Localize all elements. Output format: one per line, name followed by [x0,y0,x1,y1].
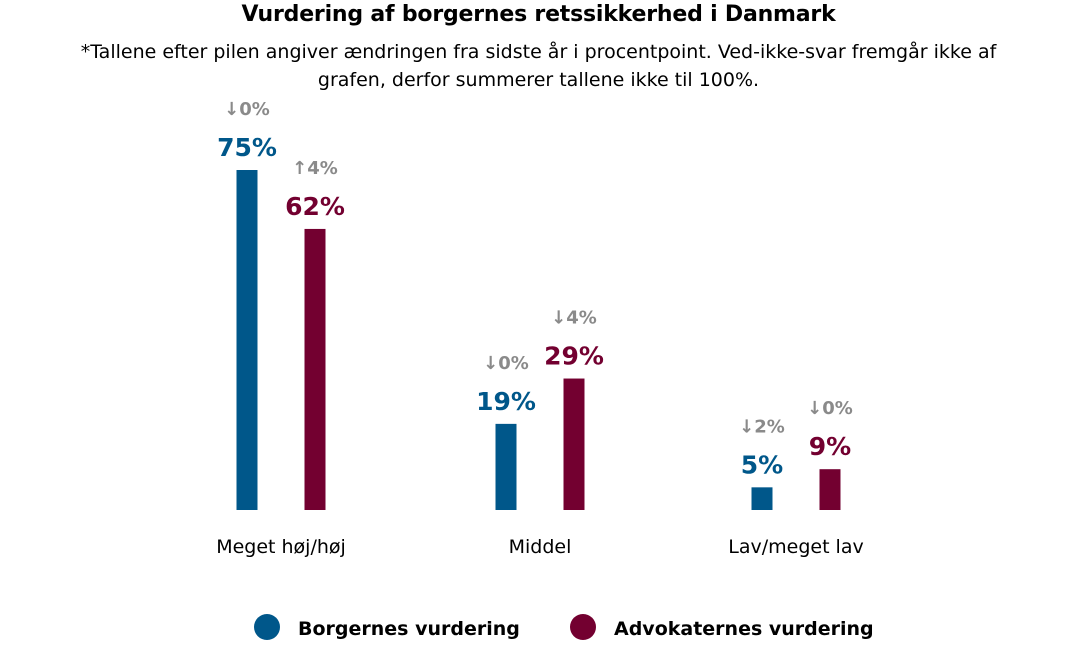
legend-marker [254,614,280,640]
bar-borgere-1 [495,423,517,510]
bar-advokater-1 [563,378,585,510]
chart-title: Vurdering af borgernes retssikkerhed i D… [241,2,836,27]
data-label: 29% [544,342,604,371]
data-label: 62% [285,192,345,221]
change-label: ↓2% [739,416,785,437]
bar-borgere-2 [751,487,773,510]
bar-borgere-0 [236,170,258,510]
category-label: Middel [509,536,572,558]
change-label: ↑4% [292,158,338,179]
change-label: ↓0% [483,353,529,374]
legend-label: Advokaternes vurdering [614,618,874,640]
data-label: 75% [217,133,277,162]
chart-subtitle: *Tallene efter pilen angiver ændringen f… [80,41,997,91]
category-label: Lav/meget lav [728,536,863,558]
legend-marker [570,614,596,640]
data-label: 19% [476,387,536,416]
bar-advokater-0 [304,228,326,510]
legend-label: Borgernes vurdering [298,618,520,640]
data-label: 9% [809,432,851,461]
change-label: ↓0% [224,99,270,120]
category-label: Meget høj/høj [216,536,346,558]
data-label: 5% [741,450,783,479]
change-label: ↓4% [551,308,597,329]
bar-advokater-2 [819,469,841,510]
change-label: ↓0% [807,398,853,419]
